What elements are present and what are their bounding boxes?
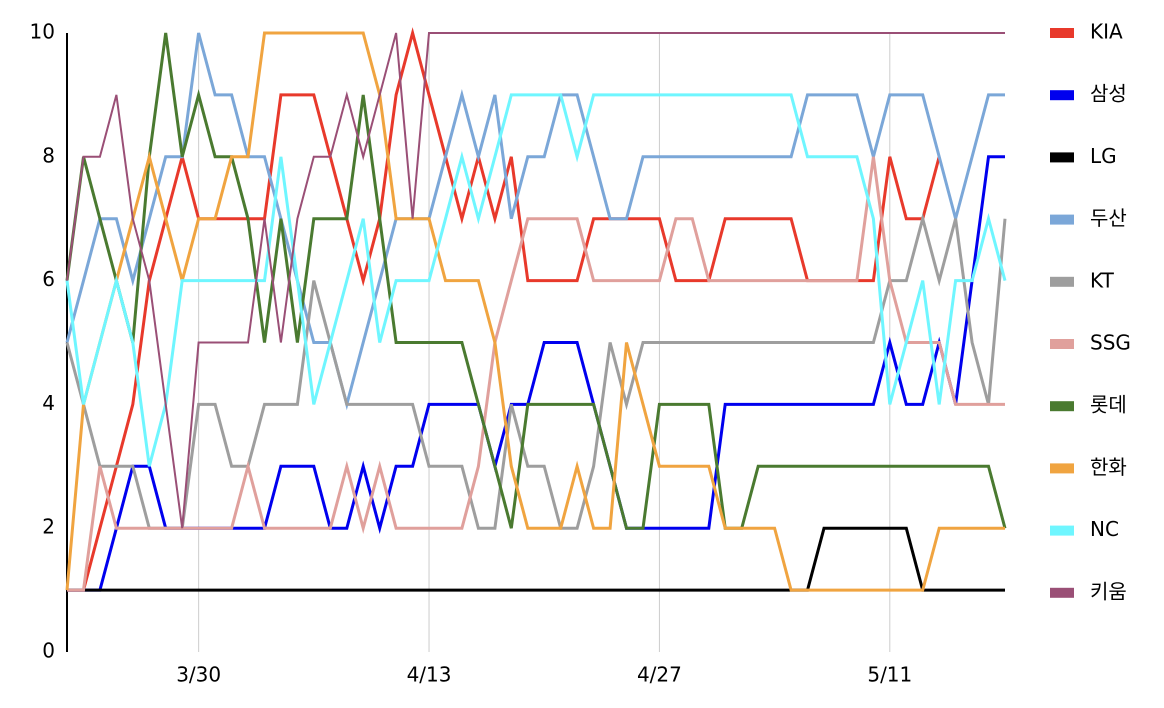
legend-label: NC — [1090, 517, 1119, 541]
y-tick-label: 8 — [42, 143, 55, 167]
x-tick-label: 4/13 — [407, 663, 452, 687]
y-tick-label: 4 — [42, 391, 55, 415]
series-line — [67, 156, 1005, 592]
legend-label: 한화 — [1090, 455, 1127, 479]
series-line — [66, 32, 1005, 529]
series-line — [65, 212, 1007, 530]
legend-label: LG — [1090, 144, 1117, 168]
legend-swatch — [1050, 28, 1074, 38]
legend-swatch — [1050, 339, 1074, 349]
legend-label: KT — [1090, 268, 1115, 292]
legend-swatch — [1050, 401, 1074, 412]
legend-swatch — [1050, 90, 1074, 101]
x-tick-label: 5/11 — [867, 663, 912, 687]
legend-label: 롯데 — [1090, 393, 1127, 417]
legend-label: 두산 — [1090, 206, 1127, 230]
series-line — [67, 526, 1005, 592]
legend-label: 삼성 — [1090, 82, 1127, 106]
x-tick-label: 3/30 — [176, 663, 221, 687]
y-tick-label: 10 — [30, 20, 55, 44]
legend-swatch — [1050, 152, 1074, 163]
legend-label: 키움 — [1090, 579, 1127, 603]
series-line — [65, 32, 1005, 411]
legend-swatch — [1050, 214, 1074, 225]
legend-swatch — [1050, 525, 1074, 536]
y-tick-label: 6 — [42, 267, 55, 291]
legend-swatch — [1050, 463, 1074, 474]
legend-swatch — [1050, 587, 1074, 598]
x-tick-label: 4/27 — [637, 663, 682, 687]
series-line — [65, 31, 1005, 592]
y-tick-label: 2 — [42, 515, 55, 539]
y-tick-label: 0 — [42, 639, 55, 663]
legend-label: SSG — [1090, 331, 1131, 355]
legend-swatch — [1050, 276, 1074, 287]
series-line — [65, 93, 1007, 467]
series-line — [65, 32, 1007, 530]
legend-label: KIA — [1090, 20, 1123, 44]
